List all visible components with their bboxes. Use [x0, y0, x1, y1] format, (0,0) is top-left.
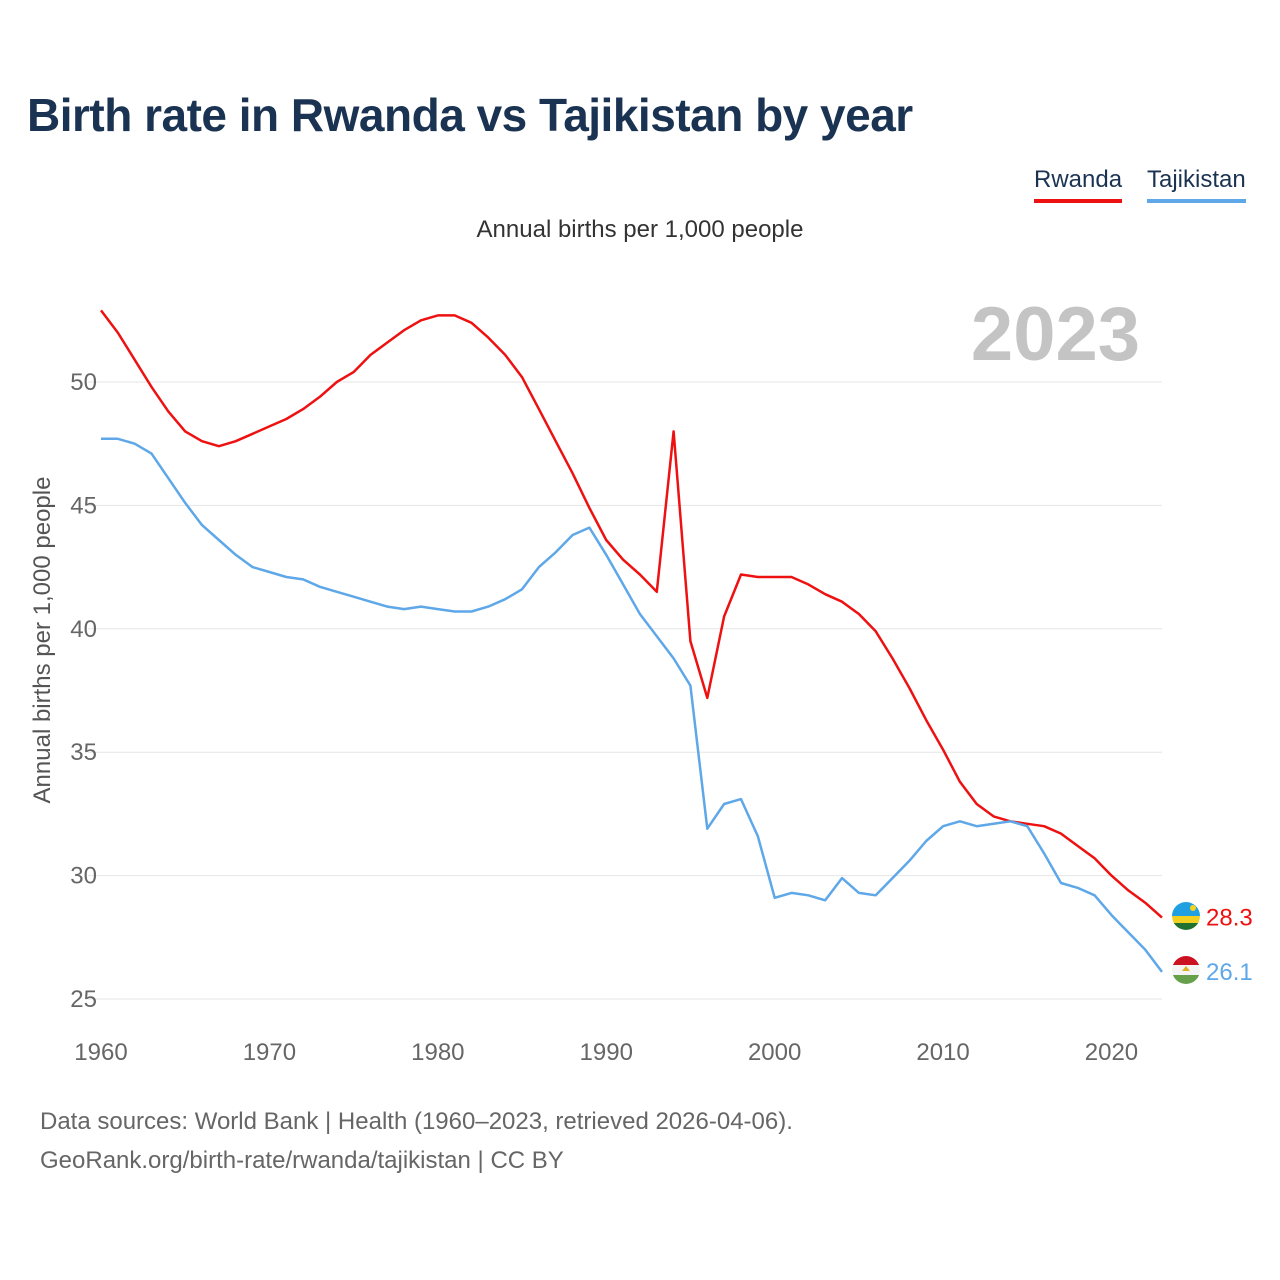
chart-title: Birth rate in Rwanda vs Tajikistan by ye… [27, 89, 913, 141]
legend-item-tajikistan[interactable]: Tajikistan [1147, 166, 1246, 203]
rwanda-flag-icon [1172, 902, 1200, 930]
y-axis-title: Annual births per 1,000 people [29, 477, 56, 804]
year-watermark: 2023 [971, 292, 1140, 377]
legend-swatch-rwanda [1034, 199, 1123, 203]
series-line-rwanda[interactable] [100, 309, 1163, 919]
x-tick-label-2010: 2010 [916, 1039, 969, 1066]
legend-label-rwanda: Rwanda [1034, 166, 1123, 193]
x-tick-label-1960: 1960 [74, 1039, 127, 1066]
legend-label-tajikistan: Tajikistan [1147, 166, 1246, 193]
credit-link[interactable]: GeoRank.org/birth-rate/rwanda/tajikistan… [40, 1147, 564, 1174]
x-tick-label-2020: 2020 [1085, 1039, 1138, 1066]
end-value-label-tajikistan: 26.1 [1206, 959, 1253, 986]
y-tick-label-40: 40 [70, 616, 97, 643]
line-chart: 25 30 35 40 45 50 1960 1970 1980 1990 2000 2010 2020… [29, 292, 1253, 1066]
y-tick-label-25: 25 [70, 986, 97, 1013]
y-tick-label-50: 50 [70, 369, 97, 396]
y-tick-label-35: 35 [70, 739, 97, 766]
chart-subtitle: Annual births per 1,000 people [476, 216, 804, 243]
y-tick-label-45: 45 [70, 492, 97, 519]
x-tick-label-2000: 2000 [748, 1039, 801, 1066]
data-source-note: Data sources: World Bank | Health (1960–… [40, 1108, 793, 1135]
legend-item-rwanda[interactable]: Rwanda [1034, 166, 1123, 203]
y-tick-label-30: 30 [70, 863, 97, 890]
legend-swatch-tajikistan [1147, 199, 1246, 203]
end-value-label-rwanda: 28.3 [1206, 905, 1253, 932]
x-tick-label-1980: 1980 [411, 1039, 464, 1066]
x-tick-label-1990: 1990 [580, 1039, 633, 1066]
tajikistan-flag-icon [1172, 956, 1200, 984]
x-tick-label-1970: 1970 [243, 1039, 296, 1066]
series-line-tajikistan[interactable] [101, 437, 1163, 973]
